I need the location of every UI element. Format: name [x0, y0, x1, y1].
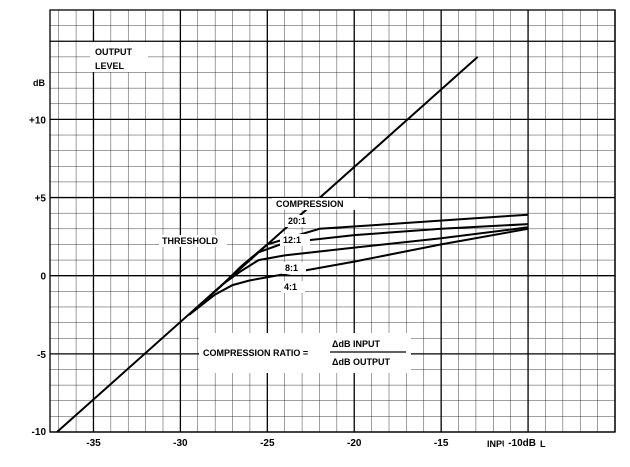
x-tick-bg: [342, 436, 366, 448]
x-tick-label: -10dB: [508, 438, 536, 449]
plot-frame: [49, 9, 616, 433]
y-tick-bg: [29, 191, 46, 205]
ratio-label: COMPRESSION RATIO =: [203, 348, 308, 358]
series-line-4-to-1: [188, 227, 529, 316]
series-label-bg: [282, 262, 306, 274]
x-tick-label: -30: [173, 438, 188, 449]
threshold-label: THRESHOLD: [162, 236, 219, 246]
x-tick-bg: [168, 436, 193, 448]
y-tick-label: -5: [37, 350, 46, 361]
x-tick-bg: [503, 436, 541, 448]
tick-labels: -35 -30 -25 -20 -15 -10dB +10 +5 0 -5 -10: [22, 113, 541, 449]
x-tick-bg: [255, 436, 280, 448]
y-tick-label: +10: [29, 115, 46, 126]
output-label-line2: LEVEL: [95, 61, 125, 71]
y-tick-bg: [22, 113, 46, 127]
y-tick-label: +5: [35, 194, 47, 205]
y-tick-bg: [29, 347, 46, 361]
threshold-label-bg: [159, 235, 227, 247]
series-labels: 20:1 12:1 8:1 4:1: [280, 215, 315, 293]
y-unit-label: dB: [33, 78, 45, 88]
series-label-bg: [280, 234, 310, 246]
series-label-12-to-1: 12:1: [283, 235, 301, 245]
y-tick-bg: [35, 269, 46, 283]
compression-label: COMPRESSION: [276, 199, 344, 209]
x-tick-label: -25: [260, 438, 275, 449]
output-label-line1: OUTPUT: [95, 47, 133, 57]
y-tick-label: 0: [40, 272, 46, 283]
y-tick-label: -10: [32, 427, 47, 438]
series-label-bg: [281, 281, 305, 293]
series-label-20-to-1: 20:1: [288, 216, 306, 226]
x-tick-label: -35: [86, 438, 101, 449]
ratio-numerator: ΔdB INPUT: [332, 339, 380, 349]
x-tick-label: -20: [347, 438, 362, 449]
ratio-denominator: ΔdB OUTPUT: [332, 357, 390, 367]
series-line-8-to-1: [188, 226, 529, 316]
y-tick-bg: [22, 425, 46, 438]
x-tick-bg: [81, 436, 106, 448]
x-tick-bg: [429, 436, 453, 448]
series-label-bg: [285, 215, 315, 227]
y-unit-label-bg: [31, 77, 45, 88]
ratio-box-bg: [199, 333, 411, 373]
series-label-4-to-1: 4:1: [284, 282, 297, 292]
series-label-8-to-1: 8:1: [285, 263, 298, 273]
output-level-label-bg: [90, 42, 148, 72]
x-tick-label: -15: [434, 438, 449, 449]
compression-label-bg: [272, 198, 368, 210]
